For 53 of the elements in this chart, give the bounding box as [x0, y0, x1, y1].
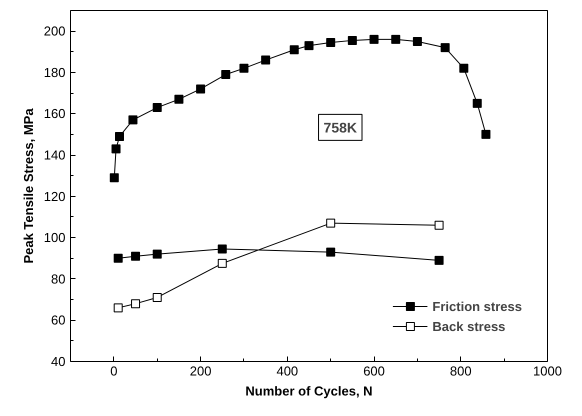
- legend-label: Friction stress: [432, 298, 522, 314]
- y-tick-label: 60: [51, 312, 66, 328]
- point: [196, 84, 206, 94]
- x-tick-label: 400: [276, 364, 298, 378]
- point: [326, 248, 336, 257]
- point: [434, 256, 444, 265]
- point: [152, 292, 162, 302]
- point: [290, 45, 299, 54]
- point: [261, 56, 270, 65]
- point: [115, 132, 124, 141]
- y-tick-label: 80: [51, 271, 66, 286]
- point: [370, 34, 379, 44]
- point: [218, 244, 227, 254]
- point: [348, 36, 357, 45]
- point: [152, 103, 162, 112]
- legend-label: Back stress: [432, 318, 506, 334]
- point: [239, 64, 248, 73]
- y-tick-label: 140: [44, 148, 66, 163]
- x-tick-label: 800: [450, 364, 472, 378]
- point: [131, 299, 140, 308]
- y-tick-label: 40: [51, 354, 66, 369]
- x-tick-label: 0: [110, 364, 118, 378]
- y-tick-label: 100: [44, 230, 66, 246]
- x-axis-title: Number of Cycles, N: [245, 384, 373, 398]
- point: [391, 34, 400, 44]
- point: [112, 144, 121, 154]
- x-tick-label: 200: [190, 364, 212, 378]
- point: [326, 218, 336, 228]
- y-axis-title: Peak Tensile Stress, MPa: [20, 108, 36, 264]
- point: [434, 220, 444, 230]
- point: [459, 64, 468, 73]
- point: [412, 36, 422, 46]
- point: [110, 173, 119, 182]
- point: [174, 94, 184, 104]
- y-tick-label: 200: [44, 24, 66, 39]
- point: [472, 98, 482, 108]
- point: [221, 70, 230, 80]
- point: [128, 115, 138, 124]
- point: [440, 43, 450, 52]
- x-tick-label: 600: [363, 364, 385, 378]
- point: [152, 250, 162, 259]
- point: [114, 303, 123, 312]
- y-tick-label: 180: [44, 64, 66, 80]
- x-tick-label: 1000: [533, 364, 562, 378]
- annotation: 758K: [324, 119, 358, 136]
- point: [481, 130, 490, 139]
- y-tick-label: 120: [44, 188, 66, 204]
- point: [326, 38, 336, 48]
- point: [304, 41, 314, 50]
- point: [218, 258, 227, 268]
- point: [131, 252, 140, 261]
- y-tick-label: 160: [44, 106, 66, 122]
- point: [114, 254, 123, 263]
